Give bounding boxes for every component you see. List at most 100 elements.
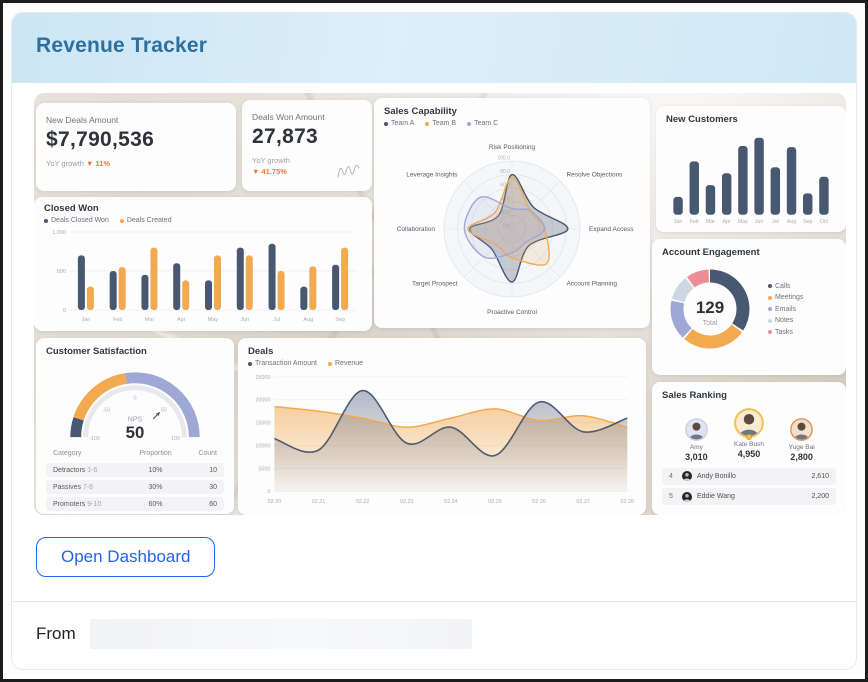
svg-text:5000: 5000 bbox=[258, 466, 270, 472]
legend-label: Meetings bbox=[775, 294, 804, 301]
ranking-row: 4 Andy Bonillo 2,610 bbox=[662, 467, 836, 485]
category-cell: Passives 7-8 bbox=[53, 483, 94, 491]
svg-text:-50: -50 bbox=[102, 407, 110, 413]
legend-label: Notes bbox=[775, 317, 794, 324]
svg-text:May: May bbox=[738, 219, 748, 225]
legend-dot-icon bbox=[425, 121, 430, 126]
kpi-label: Deals Won Amount bbox=[252, 112, 325, 122]
rank-number: 5 bbox=[669, 493, 673, 500]
sales-capability-panel: Sales Capability Team A Team B Team C 100.… bbox=[374, 98, 650, 328]
avatar bbox=[684, 418, 708, 441]
radar-legend: Team A Team B Team C bbox=[384, 120, 640, 127]
svg-text:02.20: 02.20 bbox=[268, 499, 282, 505]
ranking-top3: Amy 3,010 Kate Bush 4,950 Yuge Bai 2,800 bbox=[662, 404, 836, 464]
rank-number: 4 bbox=[669, 472, 673, 480]
ranking-top-item: Amy 3,010 bbox=[670, 418, 723, 462]
legend-item: Emails bbox=[768, 306, 803, 313]
svg-text:500: 500 bbox=[57, 269, 66, 275]
kpi-new-deals-amount: New Deals Amount $7,790,536 YoY growth ▼… bbox=[36, 103, 236, 191]
person-name: Amy bbox=[689, 444, 703, 451]
svg-text:02.26: 02.26 bbox=[532, 499, 546, 505]
legend-label: Transaction Amount bbox=[255, 360, 317, 367]
legend-dot-icon bbox=[467, 121, 472, 126]
svg-text:Jan: Jan bbox=[674, 219, 682, 225]
svg-text:Sep: Sep bbox=[335, 317, 345, 323]
kpi-value: $7,790,536 bbox=[46, 128, 155, 151]
legend-dot-icon bbox=[248, 361, 252, 366]
svg-text:10000: 10000 bbox=[255, 443, 270, 449]
svg-text:Mar: Mar bbox=[145, 317, 155, 323]
panel-title: Account Engagement bbox=[662, 247, 760, 258]
legend-dot-icon bbox=[768, 295, 772, 300]
panel-title: Deals bbox=[248, 346, 274, 357]
kpi-label: New Deals Amount bbox=[46, 115, 119, 125]
svg-text:02.28: 02.28 bbox=[621, 499, 634, 505]
person-value: 4,950 bbox=[737, 449, 761, 459]
svg-text:Collaboration: Collaboration bbox=[397, 226, 436, 233]
svg-text:Mar: Mar bbox=[706, 219, 715, 225]
legend-label: Team C bbox=[474, 120, 499, 127]
count-cell: 60 bbox=[209, 500, 217, 508]
svg-text:Feb: Feb bbox=[113, 317, 122, 323]
svg-text:Jun: Jun bbox=[240, 317, 249, 323]
deals-legend: Transaction Amount Revenue bbox=[248, 360, 636, 367]
svg-text:0: 0 bbox=[133, 396, 136, 402]
sparkline-icon bbox=[337, 164, 360, 178]
avatar bbox=[682, 491, 692, 502]
svg-text:Risk Positioning: Risk Positioning bbox=[489, 144, 536, 151]
person-name: Eddie Wang bbox=[697, 493, 735, 500]
table-row: Passives 7-8 30% 30 bbox=[46, 480, 224, 494]
panel-title: Sales Capability bbox=[384, 106, 457, 117]
legend-item: Revenue bbox=[328, 360, 363, 367]
kpi-growth-value: ▼ 11% bbox=[86, 159, 111, 168]
svg-text:May: May bbox=[208, 317, 219, 323]
ranking-rows: 4 Andy Bonillo 2,610 5 Eddie Wang 2,200 bbox=[662, 467, 836, 505]
legend-label: Emails bbox=[775, 305, 797, 313]
avatar-wrap bbox=[790, 418, 814, 441]
svg-text:Aug: Aug bbox=[787, 219, 796, 225]
svg-text:Apr: Apr bbox=[723, 219, 731, 225]
svg-text:Jan: Jan bbox=[81, 317, 90, 323]
panel-title: Closed Won bbox=[44, 203, 99, 214]
svg-text:-100: -100 bbox=[89, 436, 100, 442]
from-value-redacted bbox=[89, 619, 472, 649]
avatar-wrap bbox=[684, 418, 708, 441]
legend-label: Team B bbox=[432, 120, 457, 127]
person-value: 2,200 bbox=[811, 493, 829, 500]
person-value: 3,010 bbox=[685, 452, 708, 462]
kpi-growth: YoY growth ▼ 41.75% bbox=[252, 156, 362, 176]
count-cell: 10 bbox=[209, 466, 217, 474]
open-dashboard-button[interactable]: Open Dashboard bbox=[36, 537, 216, 577]
proportion-cell: 30% bbox=[148, 483, 163, 491]
card-body: New Deals Amount $7,790,536 YoY growth ▼… bbox=[12, 83, 856, 669]
svg-text:80.0: 80.0 bbox=[500, 169, 510, 175]
svg-text:02.23: 02.23 bbox=[400, 499, 414, 505]
closed-won-chart: 0 500 1,000 Jan Feb Mar Apr May Jun Jul Aug Sep bbox=[52, 230, 356, 323]
from-row: From bbox=[34, 602, 834, 667]
svg-text:0.0: 0.0 bbox=[503, 224, 510, 230]
legend-dot-icon bbox=[328, 361, 332, 366]
legend-label: Team A bbox=[391, 120, 415, 127]
engagement-legend: Calls Meetings Emails Notes Tasks bbox=[768, 283, 803, 336]
svg-text:02.21: 02.21 bbox=[312, 499, 326, 505]
table-row: Promoters 9-10 60% 60 bbox=[46, 497, 224, 511]
legend-label: Tasks bbox=[775, 328, 793, 336]
customer-satisfaction-panel: Customer Satisfaction -100 -50 0 50 100 NPS 50… bbox=[36, 338, 234, 514]
legend-label: Calls bbox=[775, 282, 791, 290]
legend-dot-icon bbox=[384, 121, 388, 126]
card-header: Revenue Tracker bbox=[12, 13, 856, 83]
column-header: Proportion bbox=[139, 449, 172, 457]
closed-won-panel: Closed Won Deals Closed Won Deals Created… bbox=[34, 197, 372, 331]
legend-dot-icon bbox=[44, 218, 48, 223]
panel-title: New Customers bbox=[666, 114, 738, 125]
svg-text:02.27: 02.27 bbox=[576, 499, 590, 505]
legend-item: Deals Created bbox=[119, 217, 172, 224]
ranking-top-item: Yuge Bai 2,800 bbox=[775, 418, 828, 462]
person-name: Yuge Bai bbox=[788, 444, 815, 451]
person-value: 2,800 bbox=[790, 452, 813, 462]
satisfaction-table: Category Proportion Count Detractors 1-6 10%… bbox=[46, 446, 224, 511]
ranking-top-item: Kate Bush 4,950 bbox=[723, 408, 776, 459]
dashboard-preview: New Deals Amount $7,790,536 YoY growth ▼… bbox=[34, 93, 846, 515]
medal-icon bbox=[746, 434, 752, 440]
